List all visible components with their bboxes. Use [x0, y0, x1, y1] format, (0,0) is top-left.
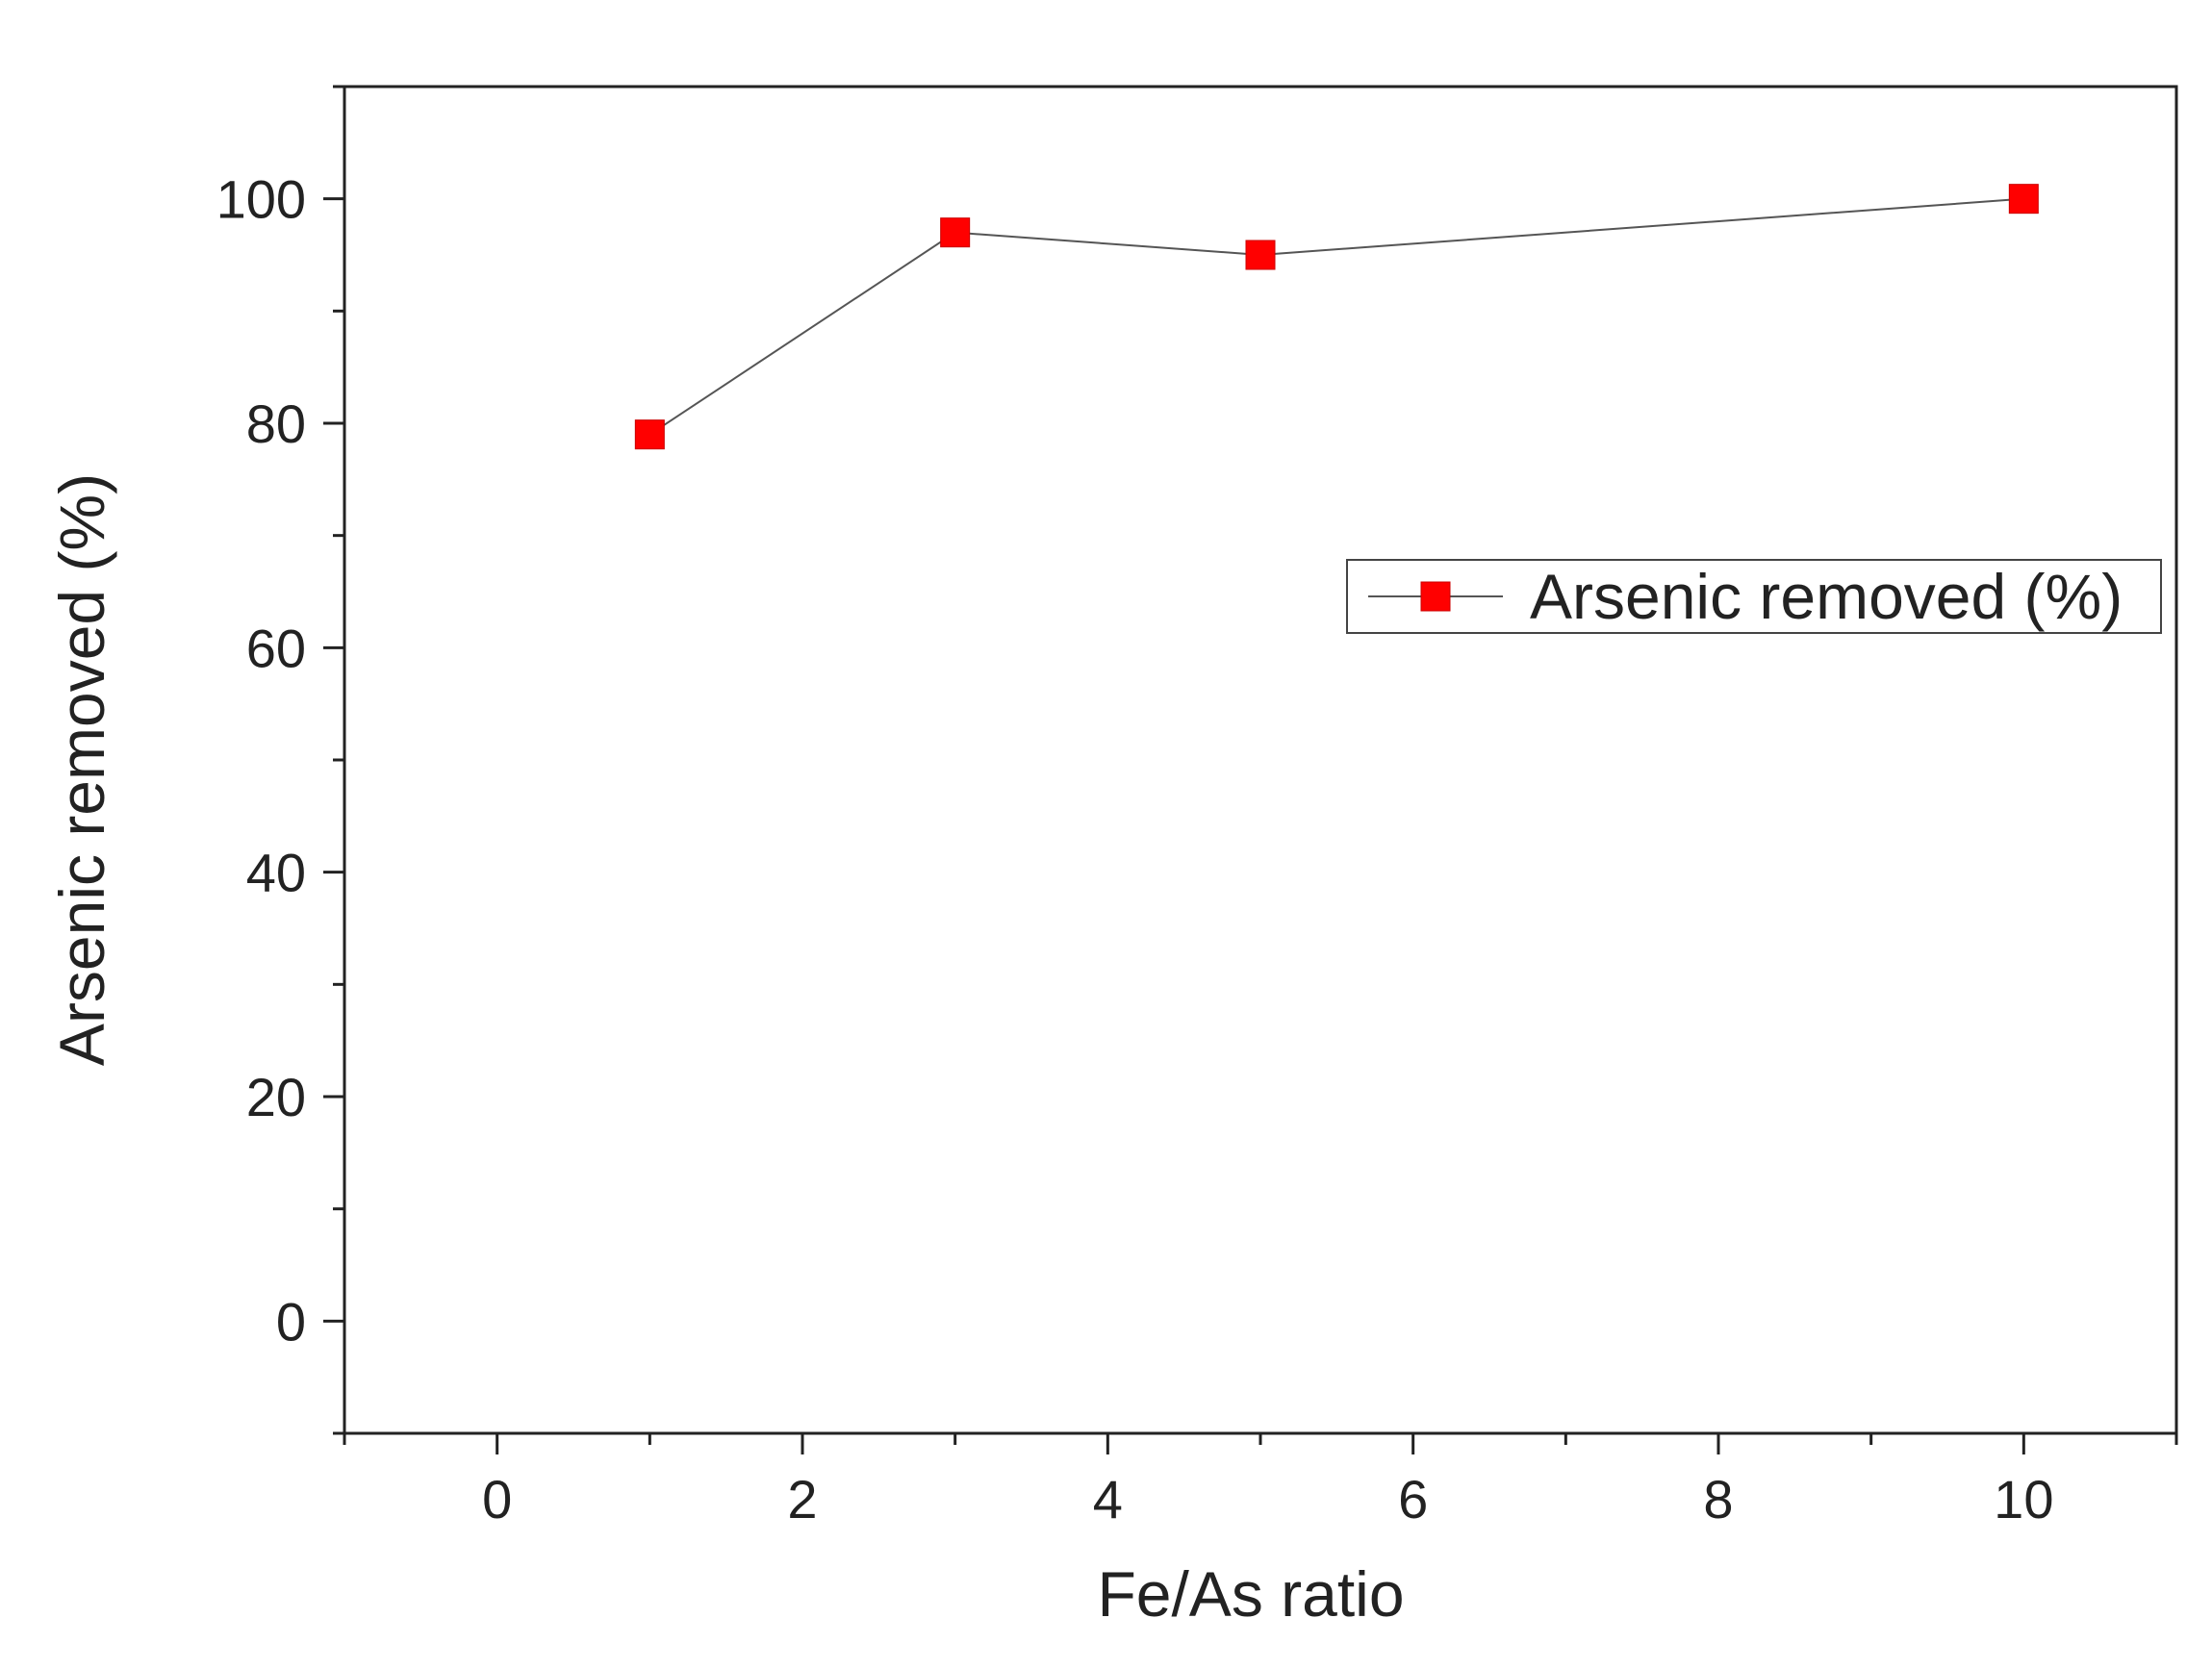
x-tick-label: 0 [482, 1469, 512, 1530]
y-axis-title: Arsenic removed (%) [46, 473, 117, 1066]
y-tick-label: 60 [246, 618, 306, 678]
data-point [1245, 240, 1276, 270]
series-line [648, 197, 2024, 436]
y-tick-label: 20 [246, 1067, 306, 1127]
x-tick-label: 4 [1093, 1469, 1123, 1530]
plot-frame [343, 85, 2178, 1435]
data-point [940, 217, 971, 248]
x-axis-title: Fe/As ratio [1097, 1558, 1404, 1630]
legend-marker [1420, 581, 1451, 612]
legend-label: Arsenic removed (%) [1530, 561, 2123, 632]
y-tick-label: 40 [246, 843, 306, 903]
data-point [634, 419, 665, 450]
y-tick-label: 80 [246, 393, 306, 454]
axes [343, 85, 2178, 1435]
y-tick-label: 0 [276, 1291, 306, 1352]
data-point [2008, 184, 2039, 215]
x-tick-label: 10 [1994, 1469, 2053, 1530]
x-tick-label: 8 [1703, 1469, 1733, 1530]
series [634, 184, 2039, 450]
y-tick-label: 100 [216, 169, 306, 230]
legend: Arsenic removed (%) [1346, 559, 2162, 634]
x-tick-label: 2 [787, 1469, 817, 1530]
x-tick-label: 6 [1398, 1469, 1428, 1530]
